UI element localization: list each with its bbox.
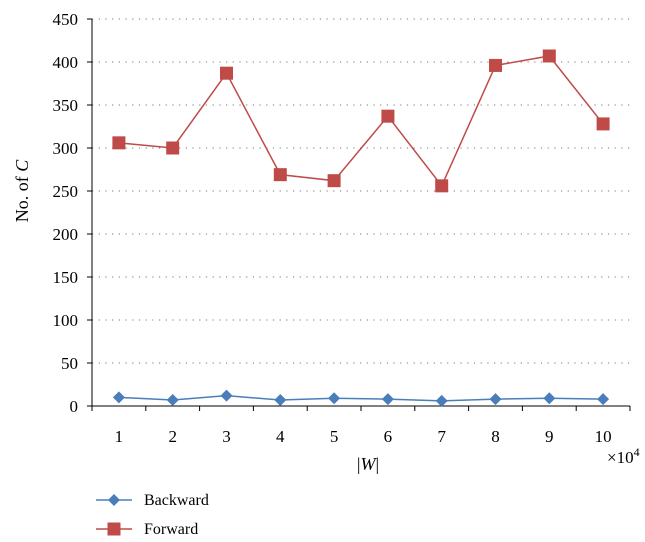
backward-legend-marker — [108, 494, 120, 506]
y-tick-label: 450 — [53, 10, 79, 29]
grid-lines — [92, 18, 630, 364]
y-tick-label: 200 — [53, 225, 79, 244]
x-tick-label: 7 — [437, 427, 446, 446]
x-tick-label: 2 — [168, 427, 177, 446]
x-tick-label: 8 — [491, 427, 500, 446]
forward-legend-marker — [107, 522, 121, 536]
forward-data-point — [489, 58, 502, 72]
backward-data-point — [381, 393, 394, 406]
y-tick-label: 250 — [53, 182, 79, 201]
forward-data-point — [220, 66, 233, 80]
x-tick-label: 5 — [330, 427, 339, 446]
x-axis-ticks: 1 2 3 4 5 6 7 8 9 10 — [91, 406, 631, 446]
backward-data-point — [543, 392, 556, 405]
forward-data-point — [112, 136, 126, 150]
legend: Backward Forward — [96, 492, 209, 538]
y-tick-label: 400 — [53, 53, 79, 72]
forward-data-point — [273, 168, 287, 182]
backward-data-point — [112, 391, 125, 404]
y-tick-label: 0 — [70, 397, 79, 416]
y-tick-label: 150 — [53, 268, 79, 287]
forward-data-point — [596, 117, 610, 131]
y-tick-label: 300 — [53, 139, 79, 158]
forward-legend-label: Forward — [144, 521, 198, 538]
backward-data-point — [435, 394, 448, 407]
y-axis-label: No. of C — [12, 159, 32, 223]
backward-legend-label: Backward — [144, 492, 209, 509]
backward-data-point — [274, 393, 287, 406]
forward-data-point — [381, 109, 395, 123]
backward-data-point — [220, 389, 233, 402]
forward-series-line — [118, 55, 604, 188]
x-tick-label: 1 — [115, 427, 124, 446]
x-tick-label: 4 — [276, 427, 285, 446]
y-axis-ticks: 0 50 100 150 200 250 300 350 400 450 — [53, 10, 92, 416]
x-tick-label: 6 — [384, 427, 393, 446]
forward-data-point — [327, 174, 341, 188]
backward-data-point — [489, 393, 502, 406]
series-group — [112, 49, 610, 407]
x-tick-label: 3 — [222, 427, 231, 446]
forward-data-point — [166, 141, 180, 155]
forward-data-point — [435, 179, 449, 193]
y-tick-label: 350 — [53, 96, 79, 115]
x-tick-label: 10 — [595, 427, 612, 446]
backward-data-point — [328, 392, 341, 405]
backward-data-point — [166, 393, 179, 406]
forward-data-point — [542, 49, 556, 63]
backward-series-line — [118, 394, 604, 402]
x-axis-multiplier: ×104 — [607, 445, 640, 467]
x-axis-label: |W| — [357, 454, 379, 474]
x-tick-label: 9 — [545, 427, 554, 446]
backward-data-point — [597, 393, 610, 406]
y-tick-label: 100 — [53, 311, 79, 330]
y-tick-label: 50 — [61, 354, 78, 373]
